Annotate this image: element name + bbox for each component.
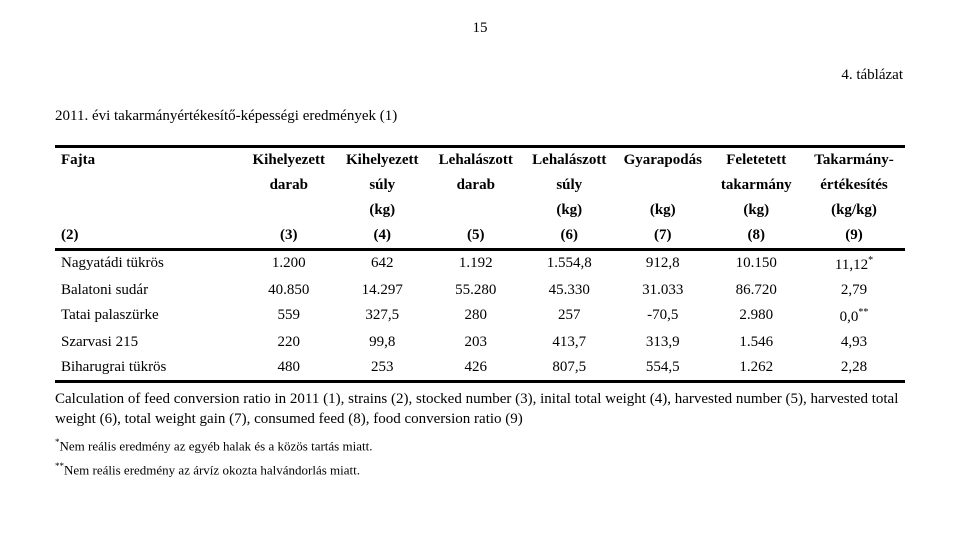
cell: 4,93 <box>803 330 905 355</box>
col-header-5 <box>616 173 710 198</box>
page-root: 15 4. táblázat 2011. évi takarmányértéke… <box>0 0 960 548</box>
col-header-1: (3) <box>242 223 336 250</box>
table-label: 4. táblázat <box>55 67 905 84</box>
col-header-6: takarmány <box>710 173 804 198</box>
cell: 559 <box>242 303 336 330</box>
cell: 426 <box>429 355 523 382</box>
col-header-4: súly <box>523 173 617 198</box>
col-header-1 <box>242 198 336 223</box>
cell: 257 <box>523 303 617 330</box>
col-header-2: súly <box>336 173 430 198</box>
col-header-4: (6) <box>523 223 617 250</box>
row-name: Tatai palaszürke <box>55 303 242 330</box>
cell: 2,28 <box>803 355 905 382</box>
cell: 0,0** <box>803 303 905 330</box>
col-header-0: Fajta <box>55 147 242 174</box>
cell: 2.980 <box>710 303 804 330</box>
cell: -70,5 <box>616 303 710 330</box>
col-header-0 <box>55 198 242 223</box>
cell: 86.720 <box>710 278 804 303</box>
cell: 327,5 <box>336 303 430 330</box>
cell: 253 <box>336 355 430 382</box>
cell: 40.850 <box>242 278 336 303</box>
cell: 11,12* <box>803 250 905 279</box>
col-header-5: Gyarapodás <box>616 147 710 174</box>
col-header-5: (7) <box>616 223 710 250</box>
cell: 203 <box>429 330 523 355</box>
cell: 807,5 <box>523 355 617 382</box>
cell: 1.546 <box>710 330 804 355</box>
col-header-3: (5) <box>429 223 523 250</box>
cell: 55.280 <box>429 278 523 303</box>
col-header-0: (2) <box>55 223 242 250</box>
table-title: 2011. évi takarmányértékesítő-képességi … <box>55 108 905 125</box>
table-row: Szarvasi 21522099,8203413,7313,91.5464,9… <box>55 330 905 355</box>
footnote-1: *Nem reális eredmény az egyéb halak és a… <box>55 436 905 455</box>
col-header-2: (4) <box>336 223 430 250</box>
cell: 1.554,8 <box>523 250 617 279</box>
cell-sup: * <box>868 255 873 266</box>
cell: 1.192 <box>429 250 523 279</box>
page-number: 15 <box>55 20 905 37</box>
col-header-7: (9) <box>803 223 905 250</box>
col-header-7: Takarmány- <box>803 147 905 174</box>
col-header-4: Lehalászott <box>523 147 617 174</box>
col-header-6: Feletetett <box>710 147 804 174</box>
col-header-6: (kg) <box>710 198 804 223</box>
cell: 912,8 <box>616 250 710 279</box>
row-name: Nagyatádi tükrös <box>55 250 242 279</box>
footnote-2-text: Nem reális eredmény az árvíz okozta halv… <box>64 463 360 478</box>
col-header-3 <box>429 198 523 223</box>
cell-sup: ** <box>858 307 868 318</box>
footnote-2: **Nem reális eredmény az árvíz okozta ha… <box>55 460 905 479</box>
cell: 31.033 <box>616 278 710 303</box>
table-row: Biharugrai tükrös480253426807,5554,51.26… <box>55 355 905 382</box>
cell: 413,7 <box>523 330 617 355</box>
cell: 2,79 <box>803 278 905 303</box>
cell: 10.150 <box>710 250 804 279</box>
col-header-4: (kg) <box>523 198 617 223</box>
col-header-0 <box>55 173 242 198</box>
col-header-5: (kg) <box>616 198 710 223</box>
col-header-1: darab <box>242 173 336 198</box>
footnote-2-mark: ** <box>55 461 64 471</box>
cell: 554,5 <box>616 355 710 382</box>
cell: 480 <box>242 355 336 382</box>
col-header-2: (kg) <box>336 198 430 223</box>
cell: 99,8 <box>336 330 430 355</box>
col-header-6: (8) <box>710 223 804 250</box>
table-body: Nagyatádi tükrös1.2006421.1921.554,8912,… <box>55 250 905 382</box>
cell: 642 <box>336 250 430 279</box>
table-caption: Calculation of feed conversion ratio in … <box>55 389 905 430</box>
cell: 1.200 <box>242 250 336 279</box>
data-table: FajtaKihelyezettKihelyezettLehalászottLe… <box>55 145 905 383</box>
row-name: Biharugrai tükrös <box>55 355 242 382</box>
col-header-2: Kihelyezett <box>336 147 430 174</box>
table-row: Balatoni sudár40.85014.29755.28045.33031… <box>55 278 905 303</box>
cell: 1.262 <box>710 355 804 382</box>
col-header-7: (kg/kg) <box>803 198 905 223</box>
row-name: Szarvasi 215 <box>55 330 242 355</box>
cell: 220 <box>242 330 336 355</box>
cell: 14.297 <box>336 278 430 303</box>
cell: 45.330 <box>523 278 617 303</box>
footnote-1-text: Nem reális eredmény az egyéb halak és a … <box>60 438 373 453</box>
col-header-3: Lehalászott <box>429 147 523 174</box>
col-header-7: értékesítés <box>803 173 905 198</box>
table-row: Nagyatádi tükrös1.2006421.1921.554,8912,… <box>55 250 905 279</box>
cell: 280 <box>429 303 523 330</box>
col-header-3: darab <box>429 173 523 198</box>
cell: 313,9 <box>616 330 710 355</box>
col-header-1: Kihelyezett <box>242 147 336 174</box>
table-header: FajtaKihelyezettKihelyezettLehalászottLe… <box>55 147 905 250</box>
row-name: Balatoni sudár <box>55 278 242 303</box>
table-row: Tatai palaszürke559327,5280257-70,52.980… <box>55 303 905 330</box>
